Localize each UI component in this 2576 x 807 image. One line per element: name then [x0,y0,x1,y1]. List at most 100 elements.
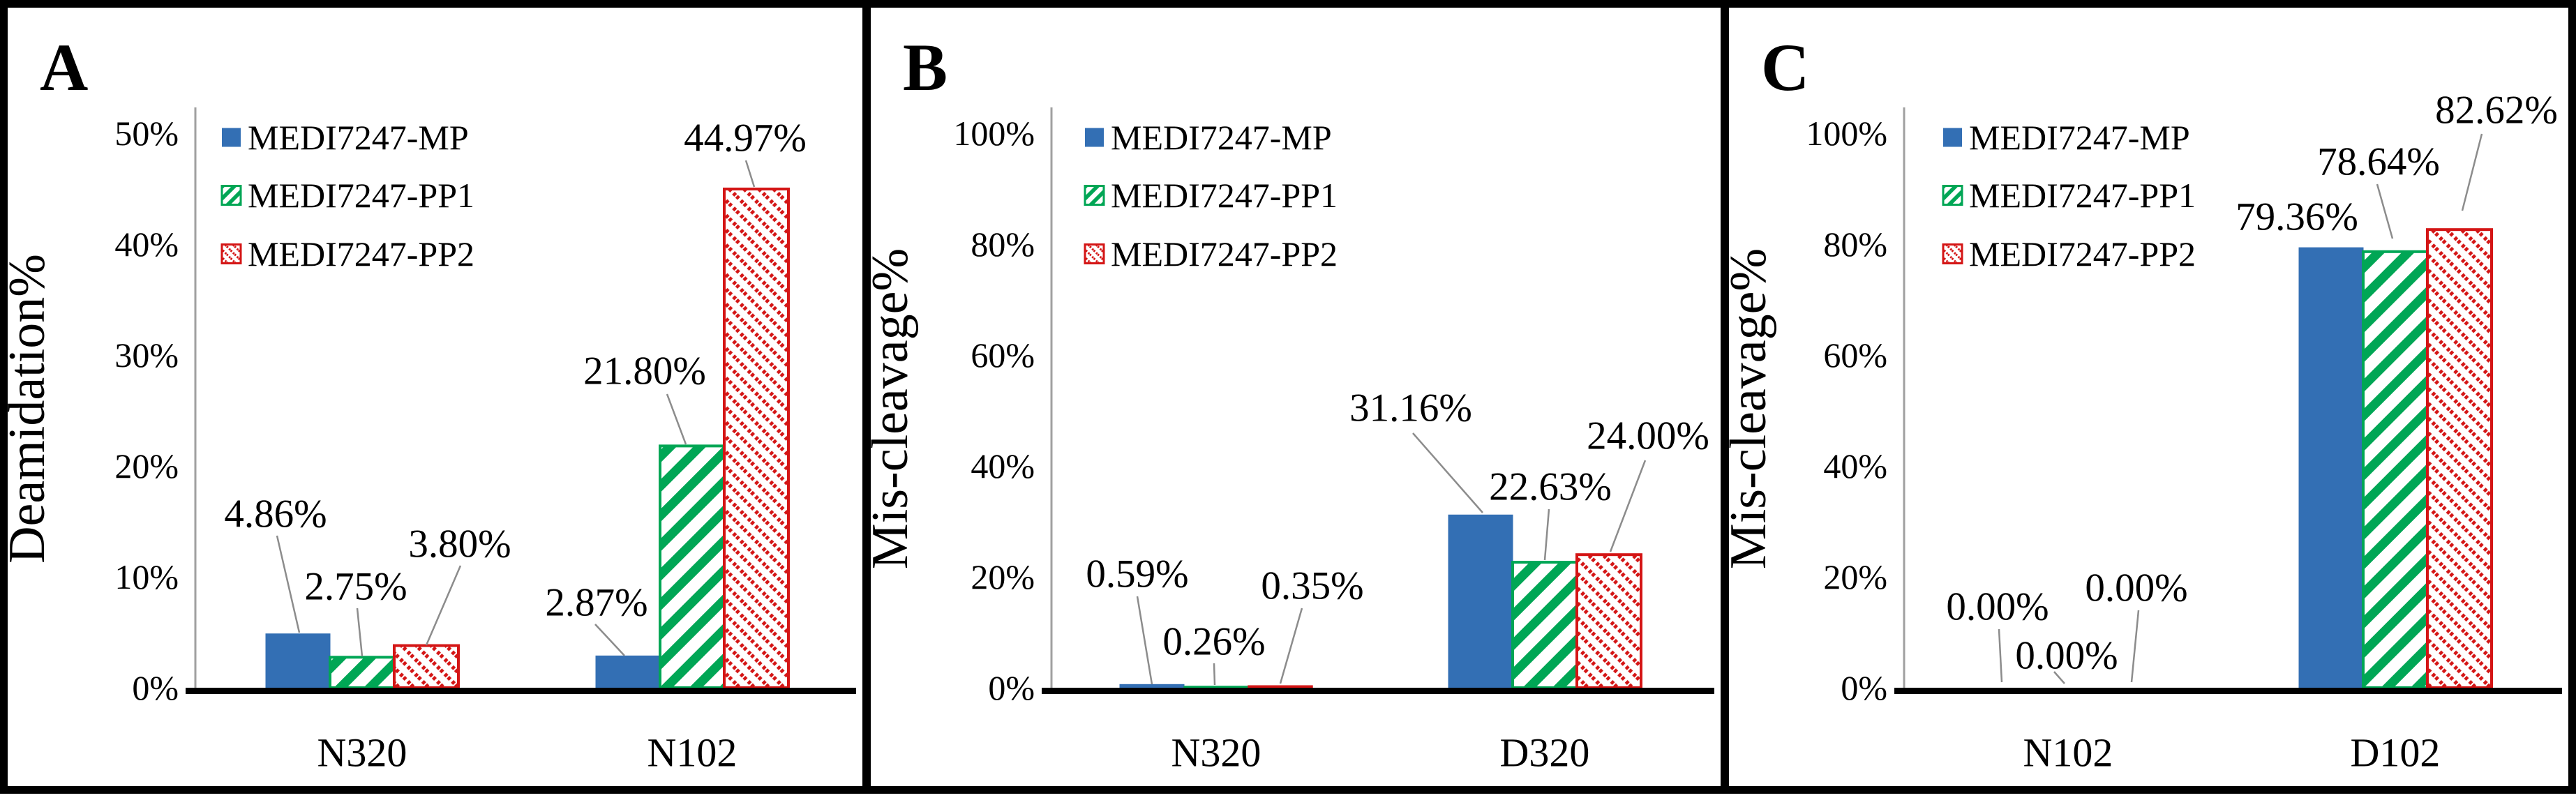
data-label-leader-line [744,160,756,188]
y-tick-label: 100% [953,114,1035,153]
legend-swatch-icon [1943,128,1962,147]
legend-label: MEDI7247-MP [1969,118,2190,157]
legend-swatch-icon [1084,243,1105,264]
bar-MEDI7247-MP-D102 [2298,247,2364,688]
legend-swatch-icon [220,185,242,206]
x-category-label: D320 [1500,730,1590,776]
legend-label: MEDI7247-MP [248,118,469,157]
legend-item: MEDI7247-PP1 [1084,176,1338,215]
data-label: 24.00% [1587,414,1709,458]
y-tick-label: 0% [988,668,1035,707]
data-label: 0.35% [1261,564,1363,608]
y-tick-label: 50% [114,114,179,153]
data-label: 31.16% [1349,386,1472,430]
x-category-label: N320 [317,730,407,776]
data-label-leader-line [1998,628,2003,683]
data-label-leader-line [666,393,687,445]
legend-swatch-icon [1084,185,1105,206]
data-label-leader-line [594,624,625,656]
data-label-leader-line [1279,608,1303,684]
panel-divider-ab [862,0,871,794]
data-label-leader-line [425,565,462,646]
data-label: 0.00% [2085,566,2187,610]
x-category-label: D102 [2351,730,2441,776]
bar-MEDI7247-MP-N320 [265,633,331,688]
legend-item: MEDI7247-PP1 [1942,176,2196,215]
legend-label: MEDI7247-PP1 [1111,176,1338,215]
data-label: 2.87% [545,580,647,624]
data-label: 82.62% [2435,88,2558,132]
data-label: 78.64% [2317,139,2440,183]
legend-item: MEDI7247-PP2 [220,234,474,273]
data-label: 0.00% [2015,633,2118,677]
bar-MEDI7247-PP2-D102 [2426,228,2493,689]
bar-MEDI7247-PP2-N320 [393,644,460,690]
panel-c-chart: C Mis-cleavage% 100% 80% 60% 40% 20% 0% 0.00% 0.0… [1729,30,2562,776]
bar-MEDI7247-PP2-N320 [1248,685,1313,688]
legend-swatch-icon [1942,243,1963,264]
legend-label: MEDI7247-PP1 [248,176,474,215]
bar-MEDI7247-MP-D320 [1448,514,1513,688]
y-tick-label: 20% [1823,557,1887,596]
data-label-leader-line [1136,596,1153,685]
bar-MEDI7247-PP2-N102 [723,187,790,689]
panel-b-chart: B Mis-cleavage% 100% 80% 60% 40% 20% 0% 0.59% 0.2… [871,30,1714,776]
legend-item: MEDI7247-MP [1943,118,2190,157]
bar-MEDI7247-MP-N102 [595,655,661,688]
legend-label: MEDI7247-PP2 [1111,234,1338,273]
legend-item: MEDI7247-PP1 [220,176,474,215]
legend-label: MEDI7247-PP2 [248,234,474,273]
data-label: 4.86% [224,492,327,536]
x-category-label: N102 [2023,730,2113,776]
panel-divider-bc [1721,0,1729,794]
y-tick-label: 20% [114,446,179,485]
legend-swatch-icon [222,128,241,147]
x-axis-line [1042,688,1714,694]
data-label-leader-line [2461,133,2483,211]
y-tick-label: 40% [114,225,179,264]
legend-item: MEDI7247-PP2 [1084,234,1338,273]
data-label-leader-line [356,608,364,657]
y-tick-label: 0% [132,668,179,707]
panel-letter: B [903,30,948,105]
legend-label: MEDI7247-MP [1111,118,1332,157]
y-axis-title: Mis-cleavage% [871,248,919,569]
x-category-label: N320 [1171,730,1261,776]
data-label: 0.00% [1946,584,2049,628]
legend-item: MEDI7247-MP [222,118,469,157]
bar-MEDI7247-PP1-N320 [1183,686,1249,688]
x-category-label: N102 [647,730,737,776]
y-tick-label: 80% [971,225,1035,264]
data-label: 3.80% [408,522,511,566]
y-tick-label: 20% [971,557,1035,596]
panel-a-chart: A Deamidation% 50% 40% 30% 20% 10% 0% 4.86% 2.75%… [8,30,856,776]
data-label: 79.36% [2236,195,2358,239]
x-axis-line [1894,688,2562,694]
y-tick-label: 60% [971,335,1035,375]
y-tick-label: 30% [114,335,179,375]
data-label-leader-line [2053,671,2065,684]
data-label-leader-line [2130,610,2140,683]
data-label: 0.26% [1162,619,1265,663]
y-tick-label: 10% [114,557,179,596]
panel-letter: A [40,30,88,105]
data-label-leader-line [1412,432,1483,513]
legend-swatch-icon [220,243,242,264]
data-label: 21.80% [583,349,706,393]
y-axis-title: Deamidation% [8,254,56,564]
legend-label: MEDI7247-PP2 [1969,234,2196,273]
bar-MEDI7247-MP-N320 [1119,684,1185,688]
y-tick-label: 80% [1823,225,1887,264]
data-label: 44.97% [684,116,807,160]
data-label-leader-line [1213,663,1216,686]
y-tick-label: 40% [1823,446,1887,485]
y-tick-label: 60% [1823,335,1887,375]
y-tick-label: 0% [1841,668,1887,707]
bar-MEDI7247-PP1-N102 [659,444,726,689]
legend-item: MEDI7247-MP [1085,118,1332,157]
bar-MEDI7247-PP1-D102 [2362,250,2429,689]
y-tick-label: 40% [971,446,1035,485]
legend-item: MEDI7247-PP2 [1942,234,2196,273]
bar-MEDI7247-PP2-D320 [1575,553,1642,690]
panel-letter: C [1761,30,1809,105]
